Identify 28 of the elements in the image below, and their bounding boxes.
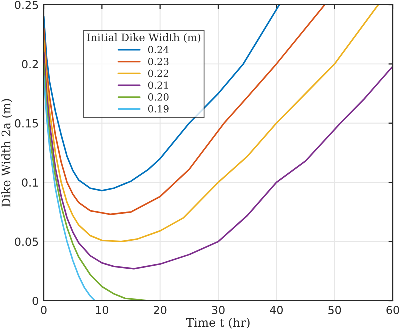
x-tick-label: 0: [41, 306, 47, 314]
line-series: [44, 75, 96, 301]
x-tick-label: 40: [270, 306, 283, 314]
legend-label: 0.24: [148, 46, 169, 54]
x-tick-label: 30: [212, 306, 225, 314]
x-tick-label: 20: [154, 306, 167, 314]
line-series: [44, 63, 150, 301]
x-axis-title: Time t (hr): [186, 318, 250, 329]
line-series: [44, 5, 326, 216]
legend-label: 0.21: [148, 82, 168, 90]
y-tick-label: 0.2: [22, 60, 38, 69]
y-tick-label: 0.05: [15, 238, 38, 246]
legend-label: 0.22: [148, 70, 168, 78]
y-tick-label: 0: [32, 296, 38, 306]
line-series: [44, 5, 280, 192]
legend-label: 0.19: [148, 105, 169, 113]
y-axis-title: Dike Width 2a (m): [2, 99, 12, 207]
y-tick-label: 0.1: [22, 178, 38, 187]
x-tick-label: 60: [386, 306, 400, 314]
line-series: [44, 5, 380, 243]
y-tick-label: 0.15: [15, 119, 38, 128]
legend-title: Initial Dike Width (m): [87, 34, 201, 44]
legend-label: 0.23: [148, 58, 169, 66]
legend-label: 0.20: [148, 94, 169, 101]
line-series: [44, 52, 393, 270]
y-tick-label: 0.25: [15, 0, 38, 10]
x-tick-label: 10: [96, 306, 108, 314]
x-tick-label: 50: [328, 306, 342, 314]
